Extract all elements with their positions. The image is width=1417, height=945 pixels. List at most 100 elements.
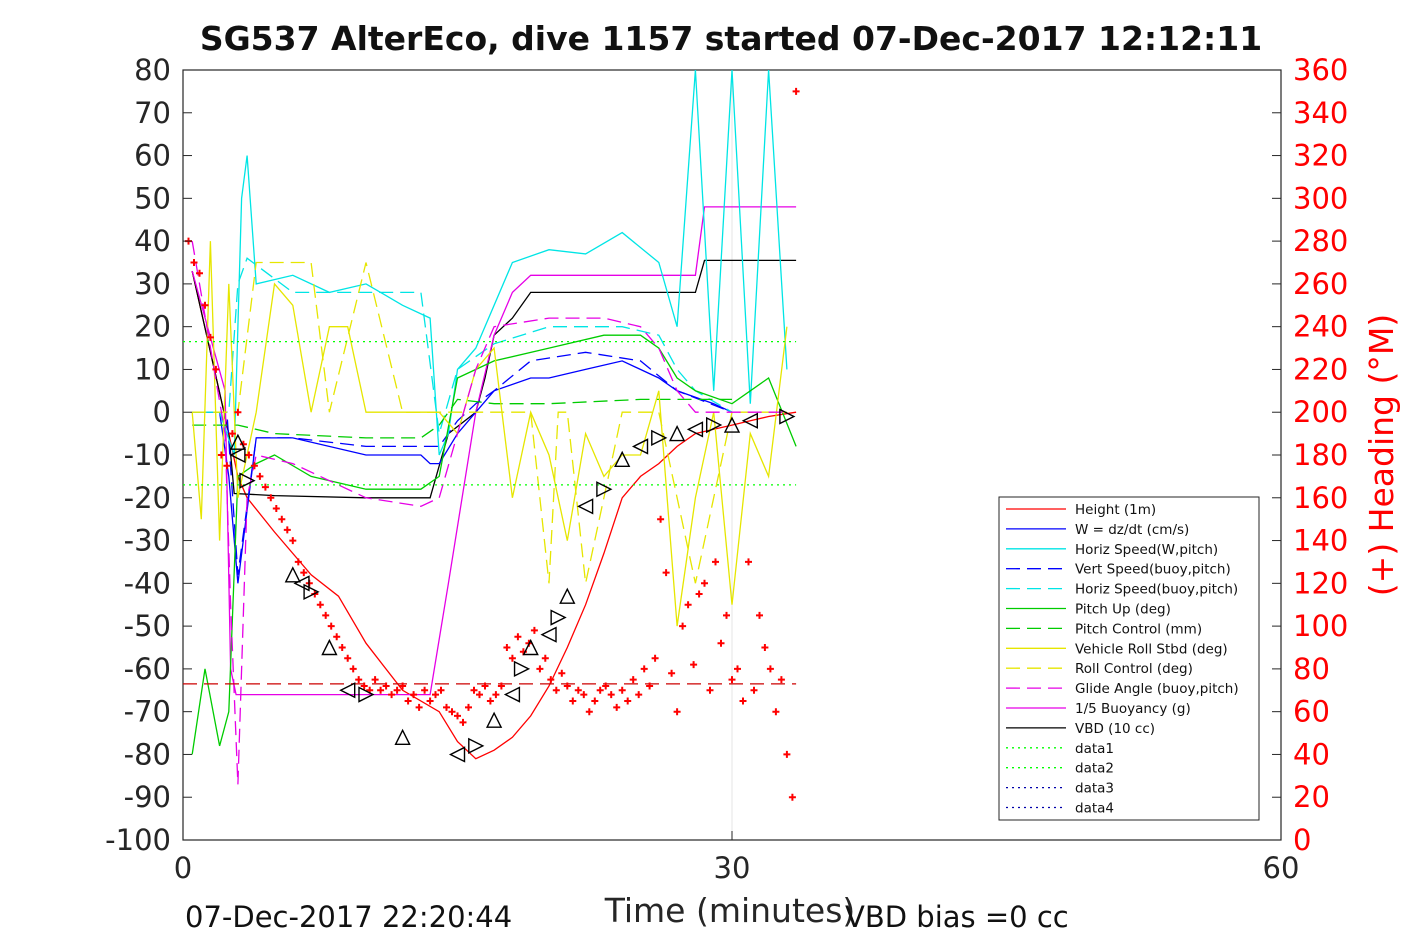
y-right-tick-label: 280 (1293, 224, 1348, 258)
y-tick-label: -100 (105, 823, 171, 857)
heading-point (316, 601, 324, 609)
heading-point (618, 686, 626, 694)
heading-point (739, 697, 747, 705)
series-line-10 (192, 261, 787, 584)
heading-point (267, 494, 275, 502)
heading-point (327, 622, 335, 630)
heading-point (728, 676, 736, 684)
y-tick-label: -10 (124, 438, 171, 472)
y-right-tick-label: 20 (1293, 780, 1330, 814)
heading-point (552, 686, 560, 694)
y-right-tick-label: 300 (1293, 181, 1348, 215)
heading-point (272, 505, 280, 512)
x-tick-label: 60 (1263, 851, 1300, 885)
heading-point (766, 665, 774, 673)
profile-marker (394, 728, 411, 746)
y-tick-label: 80 (134, 53, 171, 87)
chart-title: SG537 AlterEco, dive 1157 started 07-Dec… (200, 19, 1262, 58)
heading-point (607, 691, 615, 699)
heading-point (792, 87, 800, 95)
heading-point (679, 622, 687, 630)
heading-point (338, 644, 346, 651)
heading-point (547, 676, 555, 684)
heading-point (261, 483, 269, 491)
y-right-tick-label: 140 (1293, 524, 1348, 558)
y-tick-label: -20 (124, 481, 171, 515)
profile-marker (631, 438, 649, 455)
heading-point (465, 703, 472, 711)
legend-label: Roll Control (deg) (1075, 661, 1193, 677)
heading-point (569, 697, 577, 705)
heading-point (360, 682, 368, 690)
y-tick-label: -60 (124, 652, 171, 686)
heading-point (602, 682, 610, 690)
series-layer (183, 70, 797, 785)
y-right-tick-label: 0 (1293, 823, 1311, 857)
profile-marker (229, 433, 247, 450)
x-tick-label: 30 (714, 851, 751, 885)
heading-point (723, 611, 730, 619)
y-right-tick-label: 200 (1293, 395, 1348, 429)
legend-label: Vehicle Roll Stbd (deg) (1075, 641, 1228, 657)
heading-point (344, 654, 352, 662)
legend-label: data3 (1075, 781, 1114, 797)
legend-label: data2 (1075, 761, 1114, 777)
heading-point (761, 644, 769, 651)
y-tick-label: -40 (124, 566, 171, 600)
legend-label: Horiz Speed(buoy,pitch) (1075, 582, 1238, 598)
heading-point (278, 515, 286, 523)
heading-point (454, 712, 461, 720)
series-line-6 (192, 257, 733, 434)
heading-point (322, 611, 330, 619)
profile-marker (779, 408, 796, 425)
heading-point (629, 676, 637, 684)
heading-point (684, 601, 692, 609)
heading-point (426, 697, 434, 705)
profile-marker (614, 450, 631, 467)
heading-point (530, 626, 538, 634)
heading-point (514, 633, 522, 641)
y-right-tick-label: 180 (1293, 438, 1348, 472)
heading-point (382, 682, 390, 690)
y-right-tick-label: 60 (1293, 695, 1330, 729)
heading-point (706, 686, 714, 694)
profile-marker (723, 416, 741, 433)
left-axis: 80 70 60 50 40 30 20 10 0 -10 -20 -30 -40 -50 -60 -70 -8… (105, 53, 192, 857)
profile-marker (559, 587, 576, 604)
heading-point (294, 558, 302, 566)
heading-point (788, 793, 796, 801)
profile-marker (284, 566, 301, 583)
heading-point (717, 639, 725, 647)
y-tick-label: -70 (124, 695, 171, 729)
heading-point (399, 682, 407, 690)
heading-point (470, 686, 478, 694)
heading-point (212, 365, 220, 373)
profile-marker (577, 498, 594, 515)
heading-point (201, 301, 209, 309)
profile-marker (550, 609, 567, 626)
heading-point (492, 691, 500, 699)
heading-point (497, 682, 505, 690)
profile-marker (503, 686, 521, 703)
marker-layer (229, 408, 796, 763)
heading-point (486, 697, 494, 705)
legend-label: 1/5 Buoyancy (g) (1075, 701, 1191, 717)
y-tick-label: 40 (134, 224, 171, 258)
series-line-8 (192, 398, 732, 439)
heading-point (355, 676, 363, 684)
heading-point (635, 691, 643, 699)
profile-marker (485, 711, 503, 728)
heading-point (563, 682, 571, 690)
heading-point (756, 611, 763, 619)
heading-point (410, 691, 418, 699)
heading-point (300, 569, 308, 577)
heading-point (640, 665, 648, 673)
heading-point (415, 703, 423, 711)
y-right-tick-label: 340 (1293, 96, 1348, 130)
y-right-tick-label: 240 (1293, 310, 1348, 344)
heading-point (404, 697, 412, 705)
legend: Height (1m) W = dz/dt (cm/s) Horiz Speed(W… (998, 496, 1260, 821)
profile-marker (358, 686, 375, 703)
heading-point (673, 708, 681, 716)
